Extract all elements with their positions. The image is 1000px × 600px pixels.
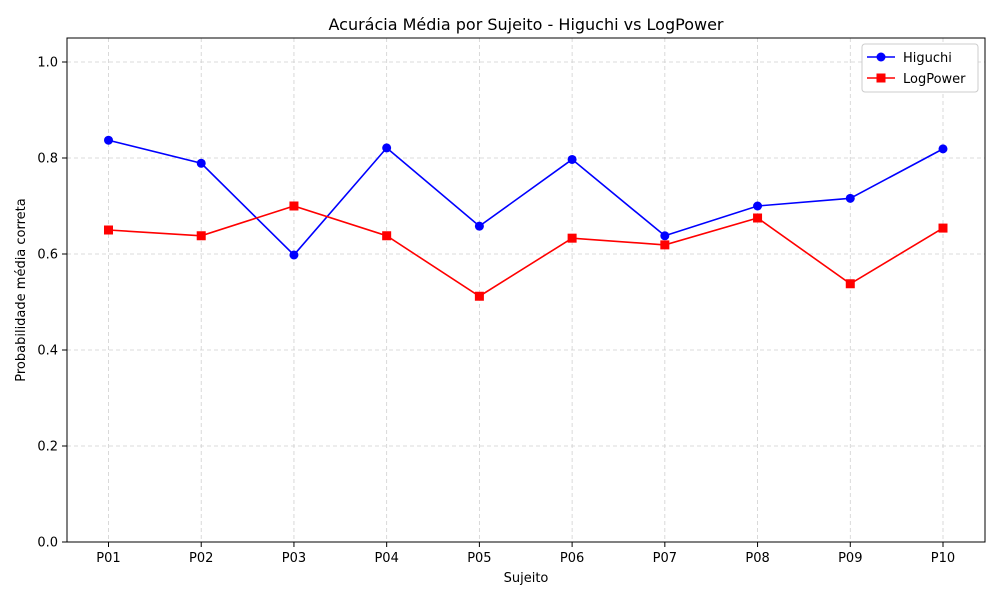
y-axis-label: Probabilidade média correta xyxy=(14,198,29,382)
data-point xyxy=(104,135,113,145)
data-point xyxy=(660,231,670,241)
legend-label: LogPower xyxy=(903,72,966,87)
data-point xyxy=(845,193,855,203)
data-point xyxy=(382,143,392,153)
data-point xyxy=(474,221,484,231)
data-point xyxy=(938,144,948,154)
data-point xyxy=(289,250,299,260)
x-tick-label: P10 xyxy=(931,551,955,566)
x-tick-label: P04 xyxy=(374,551,398,566)
data-point xyxy=(845,279,855,289)
y-axis: 0.0 0.2 0.4 0.6 0.8 1.0 xyxy=(37,56,67,551)
y-tick-label: 0.6 xyxy=(37,248,58,263)
data-point xyxy=(938,223,948,233)
y-tick-label: 1.0 xyxy=(37,56,58,71)
data-point xyxy=(753,201,763,211)
data-point xyxy=(104,225,113,235)
series-line-higuchi xyxy=(108,139,944,257)
data-point xyxy=(382,231,392,241)
x-tick-label: P08 xyxy=(745,551,769,566)
series-group xyxy=(104,135,948,301)
x-tick-label: P09 xyxy=(838,551,862,566)
x-axis-label: Sujeito xyxy=(504,571,549,586)
legend-marker xyxy=(876,73,886,83)
x-axis: P01 P02 P03 P04 P05 P06 P07 P08 P09 P10 xyxy=(96,542,955,566)
x-tick-label: P02 xyxy=(189,551,213,566)
y-tick-label: 0.0 xyxy=(37,536,58,551)
legend: Higuchi LogPower xyxy=(861,43,979,93)
y-tick-label: 0.2 xyxy=(37,440,58,455)
plot-area-frame xyxy=(66,37,986,543)
legend-box xyxy=(861,43,979,93)
y-tick-label: 0.8 xyxy=(37,152,58,167)
x-tick-label: P05 xyxy=(467,551,491,566)
y-tick-label: 0.4 xyxy=(37,344,58,359)
legend-label: Higuchi xyxy=(903,51,952,66)
data-point xyxy=(567,233,577,243)
x-tick-label: P07 xyxy=(653,551,677,566)
data-point xyxy=(289,201,299,211)
x-tick-label: P03 xyxy=(282,551,306,566)
grid xyxy=(67,38,985,543)
chart-title: Acurácia Média por Sujeito - Higuchi vs … xyxy=(329,15,724,34)
legend-marker xyxy=(876,52,886,62)
data-point xyxy=(753,213,763,223)
data-point xyxy=(196,231,206,241)
data-point xyxy=(474,291,484,301)
data-point xyxy=(567,154,577,164)
data-point xyxy=(196,158,206,168)
x-tick-label: P01 xyxy=(96,551,120,566)
data-point xyxy=(660,240,670,250)
series-line-logpower xyxy=(108,205,944,298)
x-tick-label: P06 xyxy=(560,551,584,566)
